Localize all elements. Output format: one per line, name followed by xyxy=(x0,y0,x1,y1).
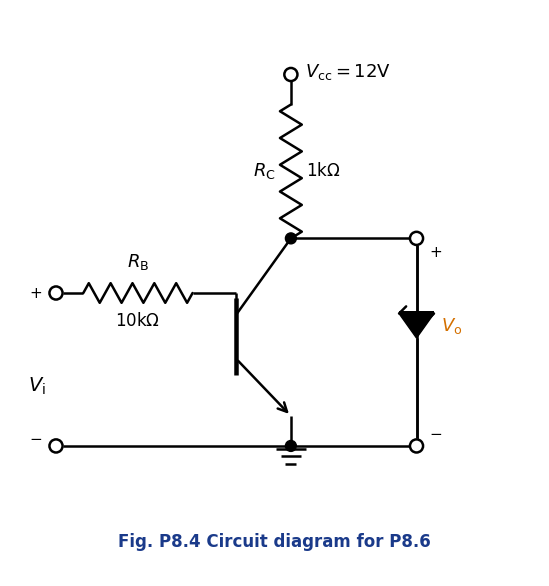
Circle shape xyxy=(285,441,296,451)
Text: $-$: $-$ xyxy=(429,425,442,440)
Circle shape xyxy=(284,68,298,81)
Text: $R_{\rm C}$: $R_{\rm C}$ xyxy=(253,162,276,182)
Text: $V_{\rm cc}=12{\rm V}$: $V_{\rm cc}=12{\rm V}$ xyxy=(305,62,390,82)
Circle shape xyxy=(285,233,296,244)
Text: $R_{\rm B}$: $R_{\rm B}$ xyxy=(127,252,149,272)
Text: $+$: $+$ xyxy=(29,285,42,301)
Circle shape xyxy=(410,232,423,245)
Text: $+$: $+$ xyxy=(429,244,441,260)
Text: $V_{\rm o}$: $V_{\rm o}$ xyxy=(441,316,462,336)
Text: Fig. P8.4 Circuit diagram for P8.6: Fig. P8.4 Circuit diagram for P8.6 xyxy=(118,533,431,550)
Circle shape xyxy=(410,440,423,452)
Text: $10{\rm k}\Omega$: $10{\rm k}\Omega$ xyxy=(115,312,160,330)
Text: $V_{\rm i}$: $V_{\rm i}$ xyxy=(28,375,46,397)
Text: $1{\rm k}\Omega$: $1{\rm k}\Omega$ xyxy=(306,162,340,180)
Polygon shape xyxy=(399,314,434,338)
Circle shape xyxy=(49,287,63,299)
Circle shape xyxy=(49,440,63,452)
Text: $-$: $-$ xyxy=(29,430,42,445)
